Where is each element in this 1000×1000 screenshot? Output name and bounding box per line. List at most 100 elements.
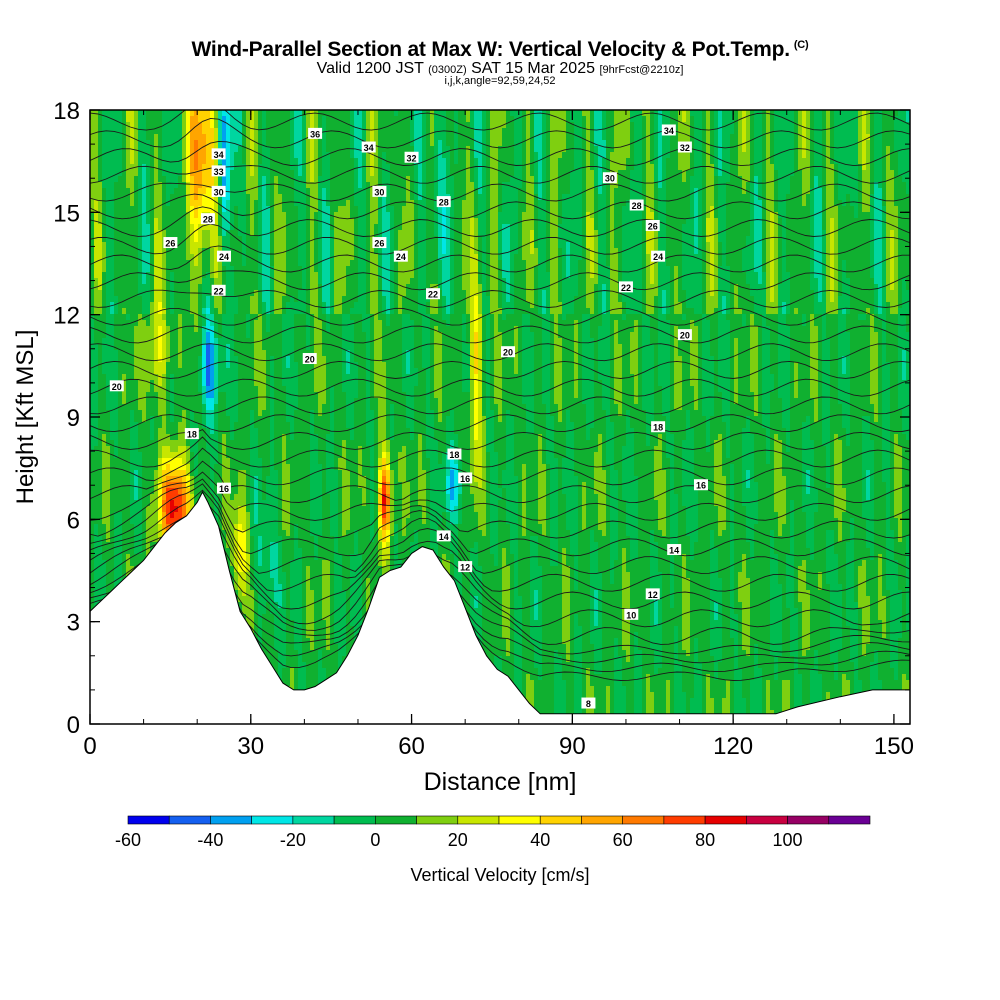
contour-label-text: 12 — [648, 590, 658, 600]
contour-label-text: 34 — [364, 143, 374, 153]
contour-label-text: 12 — [460, 563, 470, 573]
contour-label-text: 22 — [428, 290, 438, 300]
x-axis-label: Distance [nm] — [424, 768, 577, 796]
colorbar-tick-label: 80 — [695, 830, 715, 850]
contour-label: 33 — [211, 165, 226, 177]
y-tick-label: 9 — [67, 405, 80, 432]
contour-label: 26 — [372, 237, 387, 249]
colorbar-tick-label: 100 — [773, 830, 803, 850]
contour-label: 22 — [618, 281, 633, 293]
contour-label-text: 14 — [439, 532, 449, 542]
valid-date: SAT 15 Mar 2025 — [471, 60, 595, 77]
colorbar-bin — [622, 815, 665, 825]
chart-title: Wind-Parallel Section at Max W: Vertical… — [0, 38, 1000, 62]
contour-label-text: 24 — [396, 252, 406, 262]
isentrope-line — [90, 396, 910, 415]
x-tick-label: 60 — [398, 733, 425, 760]
isentrope-line — [90, 270, 910, 291]
contour-label: 34 — [361, 141, 376, 153]
contour-label: 28 — [629, 199, 644, 211]
contour-label: 30 — [372, 185, 387, 197]
isentrope-line — [90, 524, 910, 628]
isentrope-line — [90, 447, 910, 486]
colorbar-bin — [581, 815, 623, 825]
isentrope-line — [90, 489, 910, 574]
isentrope-line — [90, 223, 910, 255]
contour-label-text: 20 — [503, 348, 513, 358]
isentrope-line — [90, 289, 910, 308]
colorbar-tick-label: 40 — [530, 830, 550, 850]
isentrope-line — [90, 378, 910, 397]
contour-label: 16 — [216, 482, 231, 494]
contour-label: 20 — [501, 346, 516, 358]
isentrope-line — [90, 478, 910, 539]
isentrope-line — [90, 414, 910, 433]
contour-label: 24 — [216, 250, 231, 262]
contour-label: 22 — [211, 284, 226, 296]
contour-label-text: 18 — [187, 430, 197, 440]
contour-label-text: 26 — [165, 239, 175, 249]
contour-label-text: 32 — [407, 153, 417, 163]
contour-labels: 36 34 34 34 33 32 32 30 30 30 28 28 28 26 26 26 24 24 24 22… — [109, 124, 708, 709]
potential-temperature-contours — [90, 110, 910, 681]
valid-prefix: Valid 1200 JST — [317, 60, 424, 77]
contour-label: 32 — [404, 151, 419, 163]
contour-label: 20 — [109, 380, 124, 392]
contour-label-text: 32 — [680, 143, 690, 153]
contour-label: 18 — [447, 448, 462, 460]
x-tick-label: 30 — [237, 733, 264, 760]
chart-valid-time: Valid 1200 JST (0300Z) SAT 15 Mar 2025 [… — [0, 60, 1000, 78]
colorbar-bin — [292, 815, 335, 825]
isentrope-line — [90, 512, 910, 610]
isentrope-line — [90, 245, 910, 273]
isentrope-line — [90, 206, 910, 237]
contour-label: 8 — [581, 697, 596, 709]
contour-label: 26 — [645, 219, 660, 231]
y-tick-label: 6 — [67, 507, 80, 534]
contour-label: 12 — [458, 561, 473, 573]
contour-label-text: 26 — [648, 221, 658, 231]
contour-label: 34 — [661, 124, 676, 136]
colorbar-tick-label: 0 — [370, 830, 380, 850]
isentrope-line — [90, 471, 910, 521]
contour-label: 36 — [308, 127, 323, 139]
contour-label-text: 30 — [214, 187, 224, 197]
x-tick-label: 0 — [83, 733, 96, 760]
grid-indices: i,j,k,angle=92,59,24,52 — [0, 75, 1000, 87]
contour-label: 18 — [651, 421, 666, 433]
contour-label: 34 — [211, 148, 226, 160]
isentrope-line — [90, 307, 910, 326]
contour-label: 30 — [602, 172, 617, 184]
contour-label: 28 — [200, 213, 215, 225]
contour-label-text: 24 — [653, 252, 663, 262]
contour-label-text: 22 — [621, 283, 631, 293]
contour-label-text: 33 — [214, 167, 224, 177]
isentrope-line — [90, 165, 910, 184]
colorbar-tick-label: -60 — [115, 830, 141, 850]
contour-label-text: 18 — [653, 423, 663, 433]
colorbar-tick-label: 60 — [613, 830, 633, 850]
contour-label-text: 22 — [214, 286, 224, 296]
isentrope-line — [90, 325, 910, 344]
y-tick-label: 18 — [53, 98, 80, 125]
contour-label: 18 — [184, 428, 199, 440]
isentrope-line — [90, 483, 910, 557]
colorbar-bin — [251, 815, 294, 825]
colorbar-bin — [168, 815, 211, 825]
colorbar-bin — [127, 815, 170, 825]
contour-label-text: 28 — [632, 201, 642, 211]
colorbar-tick-label: -40 — [197, 830, 223, 850]
contour-label-text: 36 — [310, 129, 320, 139]
x-tick-label: 90 — [559, 733, 586, 760]
contour-label-text: 18 — [449, 450, 459, 460]
valid-utc: (0300Z) — [428, 64, 467, 76]
isentrope-line — [90, 140, 910, 167]
contour-label-text: 20 — [305, 355, 315, 365]
colorbar-bin — [375, 815, 417, 825]
colorbar-bin — [333, 815, 376, 825]
contour-label: 28 — [436, 196, 451, 208]
contour-label: 22 — [426, 288, 441, 300]
forecast-info: [9hrFcst@2210z] — [599, 64, 683, 76]
